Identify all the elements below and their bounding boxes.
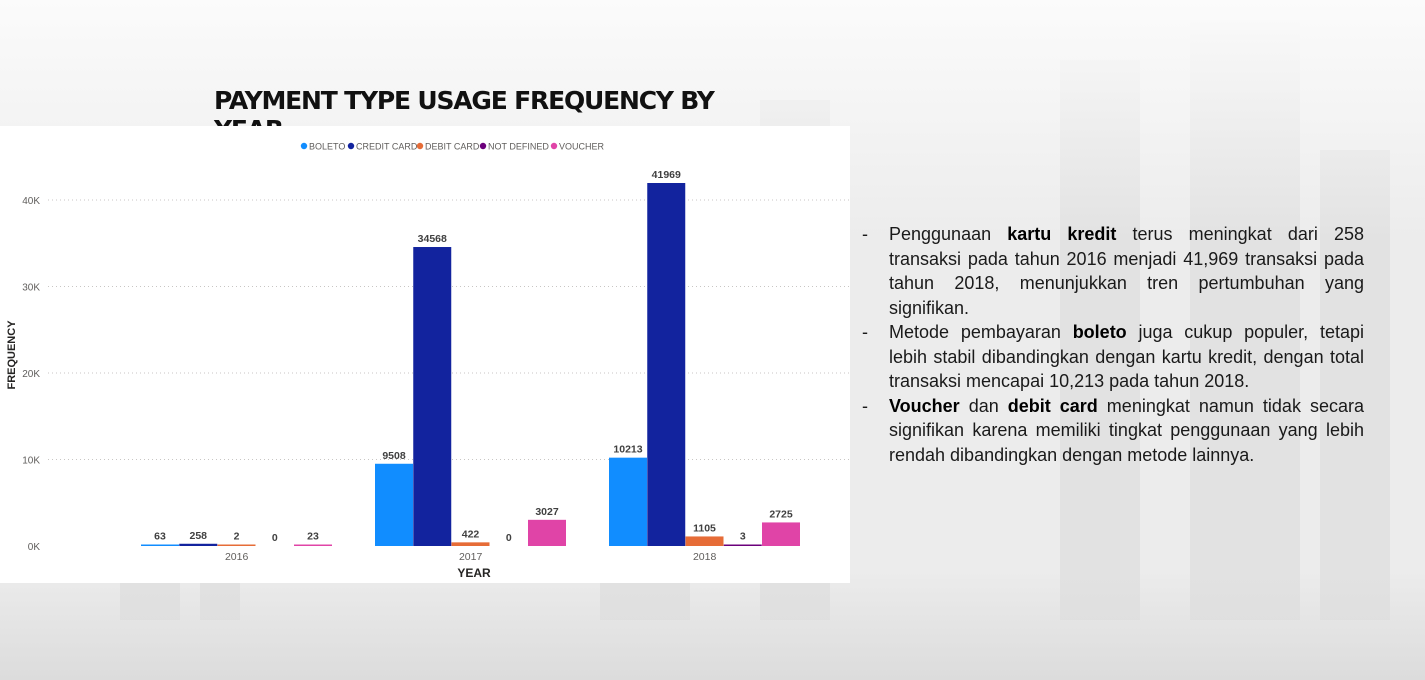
bar-credit-card-2018[interactable] (647, 183, 686, 546)
data-label: 2 (234, 531, 240, 543)
note-text: Metode pembayaran (889, 322, 1073, 342)
bar-credit-card-2016[interactable] (179, 543, 218, 546)
bar-debit-card-2018[interactable] (685, 536, 724, 546)
chart-bars: 63 258 2 0 23 9508 34568 422 0 3027 10213 41969 1105… (141, 169, 800, 546)
note-emphasis: Voucher (889, 395, 960, 416)
data-label: 63 (154, 531, 166, 543)
legend-marker-boleto (300, 142, 308, 150)
bar-debit-card-2017[interactable] (451, 542, 490, 546)
legend-marker-credit-card (347, 142, 355, 150)
bar-voucher-2016[interactable] (294, 544, 332, 547)
x-tick-label: 2018 (693, 551, 717, 563)
bar-voucher-2018[interactable] (762, 522, 800, 546)
x-tick-label: 2017 (459, 551, 483, 563)
y-axis-ticks: 0K 10K 20K 30K 40K (22, 196, 40, 553)
data-label: 422 (462, 528, 480, 540)
note-text: dan (959, 395, 1008, 416)
bullet-dash: - (862, 395, 868, 416)
note-emphasis: kartu kredit (1007, 224, 1117, 244)
bar-credit-card-2017[interactable] (413, 247, 452, 546)
legend-marker-not-defined (479, 142, 487, 150)
y-tick-label: 0K (28, 542, 41, 553)
data-label: 41969 (652, 169, 681, 181)
bar-debit-card-2016[interactable] (217, 544, 256, 547)
note-item: - Metode pembayaran boleto juga cukup pop… (862, 320, 1364, 394)
legend-marker-voucher (550, 142, 558, 150)
legend-marker-debit-card (416, 142, 424, 150)
legend-label: VOUCHER (559, 142, 605, 152)
y-tick-label: 10K (22, 456, 40, 467)
bar-voucher-2017[interactable] (528, 519, 566, 546)
data-label: 9508 (382, 450, 406, 462)
data-label: 3 (740, 531, 746, 543)
data-label: 23 (307, 531, 319, 543)
x-axis-label: YEAR (457, 566, 491, 580)
y-axis-label: FREQUENCY (6, 320, 18, 390)
data-label: 10213 (613, 444, 642, 456)
note-emphasis: boleto (1072, 322, 1127, 342)
data-label: 0 (506, 532, 512, 544)
bar-not-defined-2018[interactable] (723, 544, 762, 547)
legend-label: NOT DEFINED (488, 142, 549, 152)
data-label: 0 (272, 532, 278, 544)
bar-boleto-2017[interactable] (375, 463, 413, 546)
data-label: 3027 (535, 506, 559, 518)
chart-legend: BOLETO CREDIT CARD DEBIT CARD NOT DEFINED VO… (300, 142, 605, 152)
data-label: 2725 (769, 508, 793, 520)
bullet-dash: - (862, 322, 868, 342)
x-axis-ticks: 2016 2017 2018 (225, 551, 717, 563)
note-text: Penggunaan (889, 224, 1008, 244)
x-tick-label: 2016 (225, 551, 249, 563)
note-item: - Penggunaan kartu kredit terus meningkat… (862, 222, 1364, 320)
y-tick-label: 20K (22, 369, 40, 380)
note-text: juga cukup populer, tetapi lebih stabil … (889, 322, 1364, 391)
legend-label: DEBIT CARD (425, 142, 480, 152)
note-emphasis: debit card (1007, 395, 1098, 416)
legend-label: BOLETO (309, 142, 345, 152)
note-item: - Voucher dan debit card meningkat namun … (862, 394, 1364, 468)
y-tick-label: 30K (22, 283, 40, 294)
data-label: 258 (189, 530, 207, 542)
note-text: terus meningkat dari 258 transaksi pada … (889, 224, 1364, 318)
note-text: meningkat namun tidak secara signifikan … (889, 395, 1364, 465)
y-tick-label: 40K (22, 196, 40, 207)
bar-boleto-2018[interactable] (609, 457, 647, 546)
bar-boleto-2016[interactable] (141, 544, 179, 547)
bar-chart: BOLETO CREDIT CARD DEBIT CARD NOT DEFINED VO… (6, 142, 850, 580)
insight-notes: - Penggunaan kartu kredit terus meningkat… (862, 222, 1364, 467)
bullet-dash: - (862, 224, 868, 244)
legend-label: CREDIT CARD (356, 142, 418, 152)
data-label: 1105 (693, 522, 716, 534)
chart-panel: BOLETO CREDIT CARD DEBIT CARD NOT DEFINED VO… (0, 126, 850, 583)
data-label: 34568 (418, 233, 447, 245)
